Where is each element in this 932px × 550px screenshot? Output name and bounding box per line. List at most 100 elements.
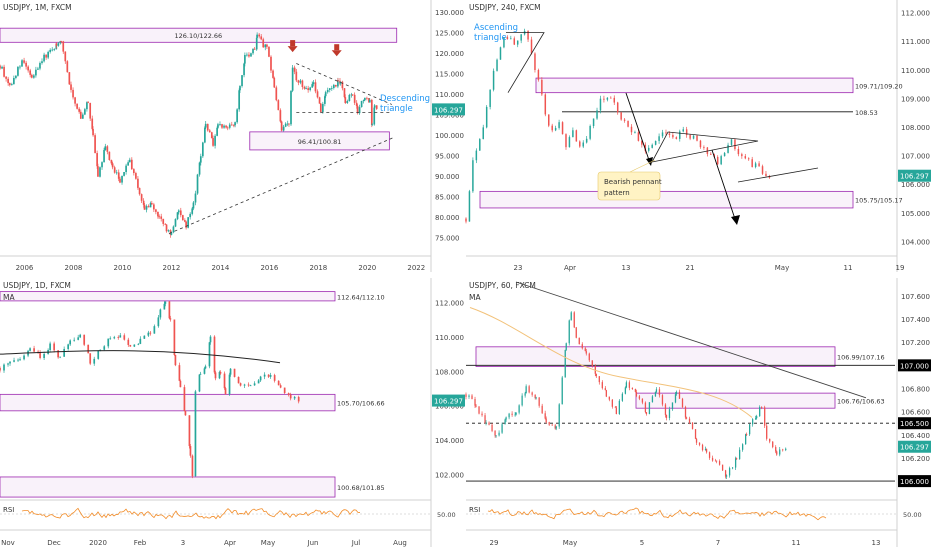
- candle-body: [67, 344, 70, 350]
- y-tick-label: 109.000: [901, 95, 930, 103]
- candle-body: [684, 407, 687, 418]
- candle-body: [479, 139, 481, 151]
- candle-series: [0, 32, 378, 238]
- panel4-drawings: [469, 281, 867, 418]
- candle-body: [668, 133, 671, 136]
- candle-body: [658, 389, 661, 396]
- last-price-tag: 106.297: [434, 398, 463, 406]
- candle-body: [19, 66, 21, 68]
- candle-body: [754, 163, 757, 168]
- candle-body: [718, 461, 721, 465]
- candle-body: [246, 54, 248, 56]
- candle-body: [782, 449, 784, 451]
- candle-body: [282, 126, 285, 131]
- candle-body: [53, 49, 56, 50]
- candle-body: [165, 224, 168, 232]
- candle-body: [223, 125, 225, 128]
- candle-body: [641, 398, 644, 403]
- candle-body: [503, 37, 505, 48]
- candle-body: [355, 102, 358, 106]
- level-tag: 106.500: [900, 420, 929, 428]
- candle-body: [79, 334, 82, 338]
- candle-body: [290, 90, 292, 125]
- candle-body: [268, 46, 270, 57]
- candle-body: [658, 136, 660, 141]
- candle-body: [248, 54, 250, 57]
- candle-body: [744, 156, 747, 159]
- candle-body: [611, 399, 613, 407]
- y-tick-label: 106.800: [901, 386, 930, 394]
- candle-body: [375, 105, 378, 109]
- candle-body: [758, 163, 760, 167]
- y-tick-label: 125.000: [435, 30, 464, 38]
- candle-body: [655, 389, 658, 392]
- rsi-level-label: 50.00: [437, 511, 456, 519]
- candle-body: [128, 159, 131, 163]
- candle-body: [332, 84, 335, 88]
- candle-body: [137, 178, 139, 188]
- rsi-panel: RSI 50.00: [0, 506, 456, 520]
- y-tick-label: 110.000: [435, 334, 464, 342]
- chart-title: USDJPY, 1M, FXCM: [3, 3, 72, 12]
- candle-body: [191, 455, 194, 477]
- candle-body: [696, 135, 698, 141]
- y-tick-label: 95.000: [435, 153, 460, 161]
- x-tick-label: 23: [514, 264, 523, 272]
- arrow-down-icon: [331, 50, 342, 57]
- x-tick-label: 2006: [16, 264, 34, 272]
- candle-body: [293, 67, 296, 72]
- candle-body: [665, 132, 667, 134]
- candle-body: [513, 38, 516, 45]
- level-tag-bg: [898, 417, 931, 430]
- candle-body: [133, 344, 136, 347]
- candle-body: [628, 382, 631, 388]
- candle-body: [624, 387, 627, 394]
- candle-body: [119, 178, 121, 183]
- x-tick-label: Jul: [351, 539, 361, 547]
- candle-body: [661, 395, 664, 405]
- y-tick-label: 112.000: [435, 300, 464, 308]
- candle-body: [238, 90, 241, 110]
- candle-body: [147, 332, 150, 336]
- candle-body: [530, 39, 533, 54]
- candle-body: [212, 138, 214, 146]
- y-tick-label: 107.600: [901, 293, 930, 301]
- candle-body: [138, 187, 141, 195]
- arrow-down-icon: [290, 40, 296, 47]
- candle-body: [113, 337, 116, 339]
- y-tick-label: 106.000: [435, 403, 464, 411]
- candle-body: [178, 365, 181, 381]
- candle-body: [346, 101, 349, 104]
- candle-body: [121, 175, 123, 183]
- candle-body: [213, 336, 216, 373]
- candle-body: [163, 303, 166, 310]
- candle-body: [23, 355, 25, 360]
- candle-body: [685, 129, 688, 136]
- arrowhead-icon: [731, 215, 740, 225]
- support-resistance-zone: [0, 27, 398, 43]
- candle-body: [531, 392, 533, 395]
- candle-body: [147, 206, 150, 208]
- candle-body: [272, 70, 274, 78]
- candle-body: [59, 356, 61, 358]
- candle-body: [528, 386, 530, 393]
- candle-series: [0, 301, 300, 479]
- candle-body: [494, 430, 496, 436]
- candle-body: [591, 360, 593, 367]
- legend-ma: MA: [3, 293, 15, 302]
- candle-body: [506, 37, 509, 40]
- moving-average-line: [0, 350, 281, 364]
- candle-body: [731, 467, 734, 469]
- candle-body: [710, 153, 712, 155]
- ascending-triangle-lines: [506, 32, 545, 93]
- candle-body: [286, 123, 289, 125]
- candle-body: [51, 49, 54, 51]
- candle-body: [29, 348, 31, 351]
- legend-ma: MA: [469, 293, 481, 302]
- candle-body: [627, 120, 629, 127]
- candle-body: [772, 441, 774, 448]
- candle-body: [295, 71, 298, 81]
- candle-body: [206, 123, 209, 131]
- candle-body: [326, 90, 329, 93]
